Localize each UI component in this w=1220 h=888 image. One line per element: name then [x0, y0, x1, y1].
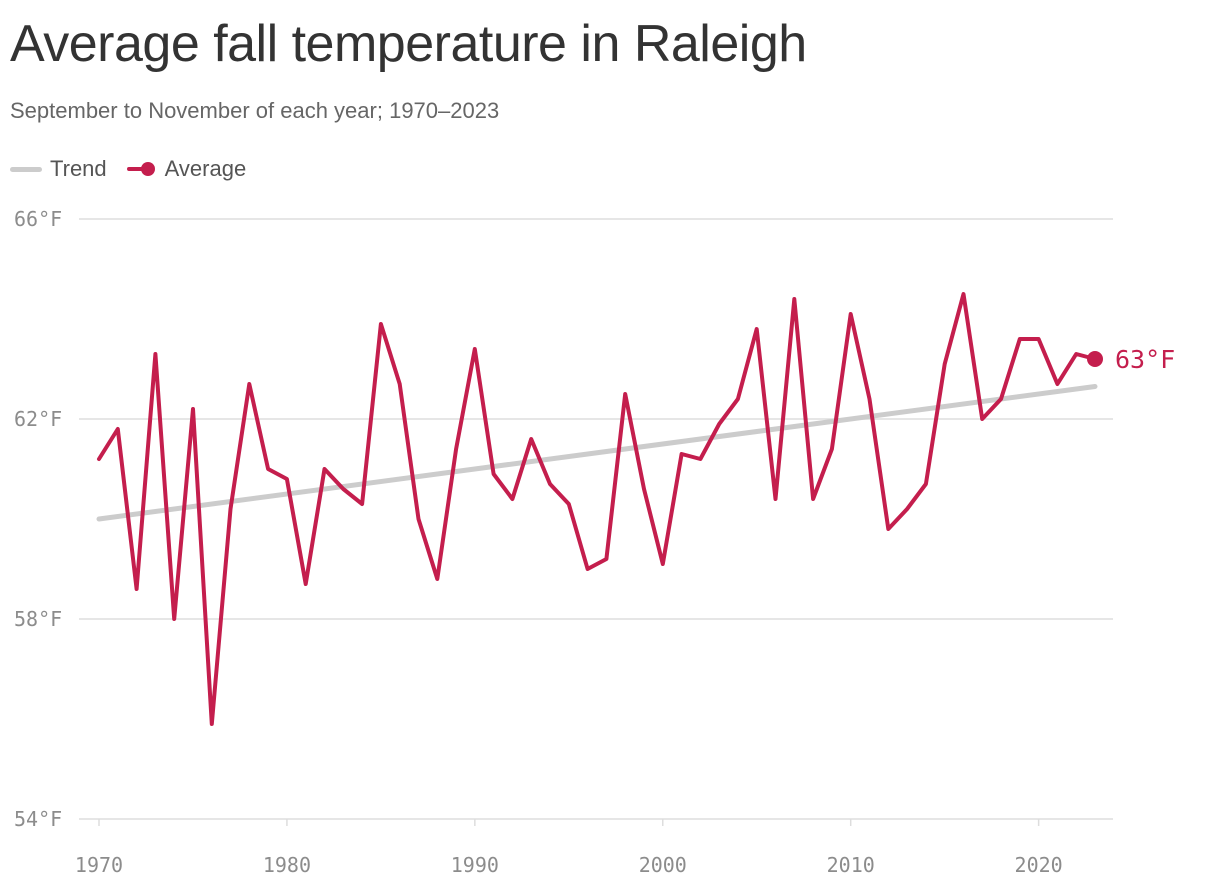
average-point — [360, 502, 364, 506]
average-point — [830, 447, 834, 451]
average-point — [792, 297, 796, 301]
legend-swatch-trend — [10, 166, 42, 172]
chart-title: Average fall temperature in Raleigh — [10, 15, 807, 73]
trend-line — [96, 384, 1098, 522]
average-point — [247, 382, 251, 386]
average-point — [604, 557, 608, 561]
average-point — [905, 507, 909, 511]
average-point — [886, 527, 890, 531]
legend-label-average: Average — [164, 156, 247, 181]
x-tick-label: 1980 — [263, 853, 311, 877]
average-point — [736, 397, 740, 401]
average-point — [97, 457, 101, 461]
average-point — [492, 472, 496, 476]
x-tick-label: 1970 — [75, 853, 123, 877]
x-tick-label: 2010 — [827, 853, 875, 877]
average-point — [1055, 382, 1059, 386]
average-point — [229, 507, 233, 511]
average-point — [548, 482, 552, 486]
average-point — [1074, 352, 1078, 356]
end-point-marker — [1087, 351, 1103, 367]
average-point — [116, 427, 120, 431]
x-tick-label: 1990 — [451, 853, 499, 877]
average-point — [755, 327, 759, 331]
chart-legend: Trend Average — [10, 156, 246, 182]
average-point — [1018, 337, 1022, 341]
average-point — [680, 452, 684, 456]
average-line — [97, 292, 1097, 726]
average-point — [774, 497, 778, 501]
average-point — [341, 487, 345, 491]
average-point — [172, 617, 176, 621]
average-point — [454, 447, 458, 451]
average-point — [698, 457, 702, 461]
chart-subtitle: September to November of each year; 1970… — [10, 98, 500, 123]
average-point — [999, 397, 1003, 401]
average-point — [529, 437, 533, 441]
legend-item-average: Average — [126, 156, 247, 182]
average-point — [849, 312, 853, 316]
average-point — [924, 482, 928, 486]
average-point — [1037, 337, 1041, 341]
average-point — [304, 582, 308, 586]
y-tick-label: 62°F — [14, 407, 62, 431]
average-point — [661, 562, 665, 566]
y-tick-label: 58°F — [14, 607, 62, 631]
average-point — [510, 497, 514, 501]
legend-label-trend: Trend — [50, 156, 107, 181]
average-point — [191, 407, 195, 411]
average-point — [135, 587, 139, 591]
end-point-label: 63°F — [1115, 345, 1175, 374]
average-point — [961, 292, 965, 296]
x-tick-label: 2000 — [639, 853, 687, 877]
average-point — [567, 502, 571, 506]
average-point — [473, 347, 477, 351]
average-point — [980, 417, 984, 421]
average-point — [943, 362, 947, 366]
average-point — [867, 397, 871, 401]
y-tick-label: 54°F — [14, 807, 62, 831]
legend-item-trend: Trend — [10, 156, 107, 182]
x-tick-label: 2020 — [1015, 853, 1063, 877]
average-point — [642, 487, 646, 491]
average-point — [323, 467, 327, 471]
average-point — [210, 722, 214, 726]
average-point — [153, 352, 157, 356]
average-point — [435, 577, 439, 581]
average-point — [379, 322, 383, 326]
average-point — [416, 517, 420, 521]
legend-swatch-average — [126, 162, 157, 176]
average-point — [811, 497, 815, 501]
y-tick-label: 66°F — [14, 207, 62, 231]
average-point — [623, 392, 627, 396]
average-point — [717, 422, 721, 426]
average-point — [285, 477, 289, 481]
average-point — [398, 382, 402, 386]
average-point — [586, 567, 590, 571]
average-point — [266, 467, 270, 471]
